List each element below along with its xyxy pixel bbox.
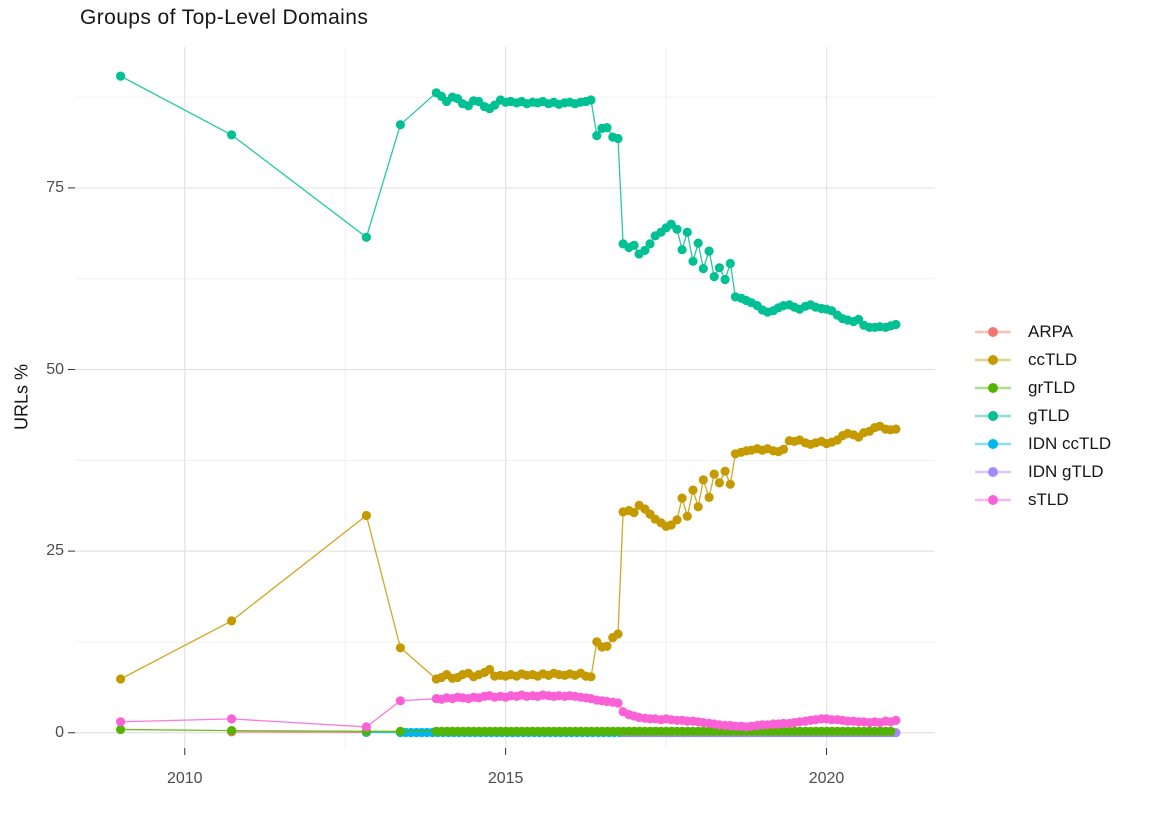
legend-label: IDN gTLD [1028,462,1104,481]
legend-item-grtld: grTLD [974,378,1111,398]
legend-item-cctld: ccTLD [974,350,1111,370]
legend-key-icon [975,327,1011,337]
legend-label: IDN ccTLD [1028,434,1112,453]
legend-item-gtld: gTLD [974,406,1111,426]
legend-item-stld: sTLD [974,490,1111,510]
chart-title: Groups of Top-Level Domains [80,6,369,29]
legend-key-icon [975,383,1011,393]
legend-key-icon [975,411,1011,421]
series-gtld [116,71,901,332]
legend-key-icon [975,467,1011,477]
y-tick-label: 25 [46,542,64,560]
legend-item-arpa: ARPA [974,322,1111,342]
y-tick-label: 50 [46,360,64,378]
y-tick-label: 75 [46,178,64,196]
series-stld [116,690,901,732]
legend-label: sTLD [1028,490,1069,509]
legend-key-icon [975,495,1011,505]
legend-key-icon [975,355,1011,365]
legend-label: ARPA [1028,322,1074,341]
legend-label: grTLD [1028,378,1076,397]
series-grtld [116,724,896,736]
series-cctld [116,421,901,684]
legend-key-icon [975,439,1011,449]
legend-item-idn-gtld: IDN gTLD [974,462,1111,482]
legend-label: ccTLD [1028,350,1078,369]
legend: ARPA ccTLD grTLD gTLD IDN ccTLD IDN gTLD sTLD [974,322,1111,510]
x-tick-label: 2010 [166,770,203,787]
series-arpa [227,727,371,738]
y-tick-label: 0 [55,723,64,741]
legend-label: gTLD [1028,406,1070,425]
x-tick-label: 2020 [808,770,845,787]
x-tick-label: 2015 [487,770,524,787]
legend-item-idn-cctld: IDN ccTLD [974,434,1111,454]
